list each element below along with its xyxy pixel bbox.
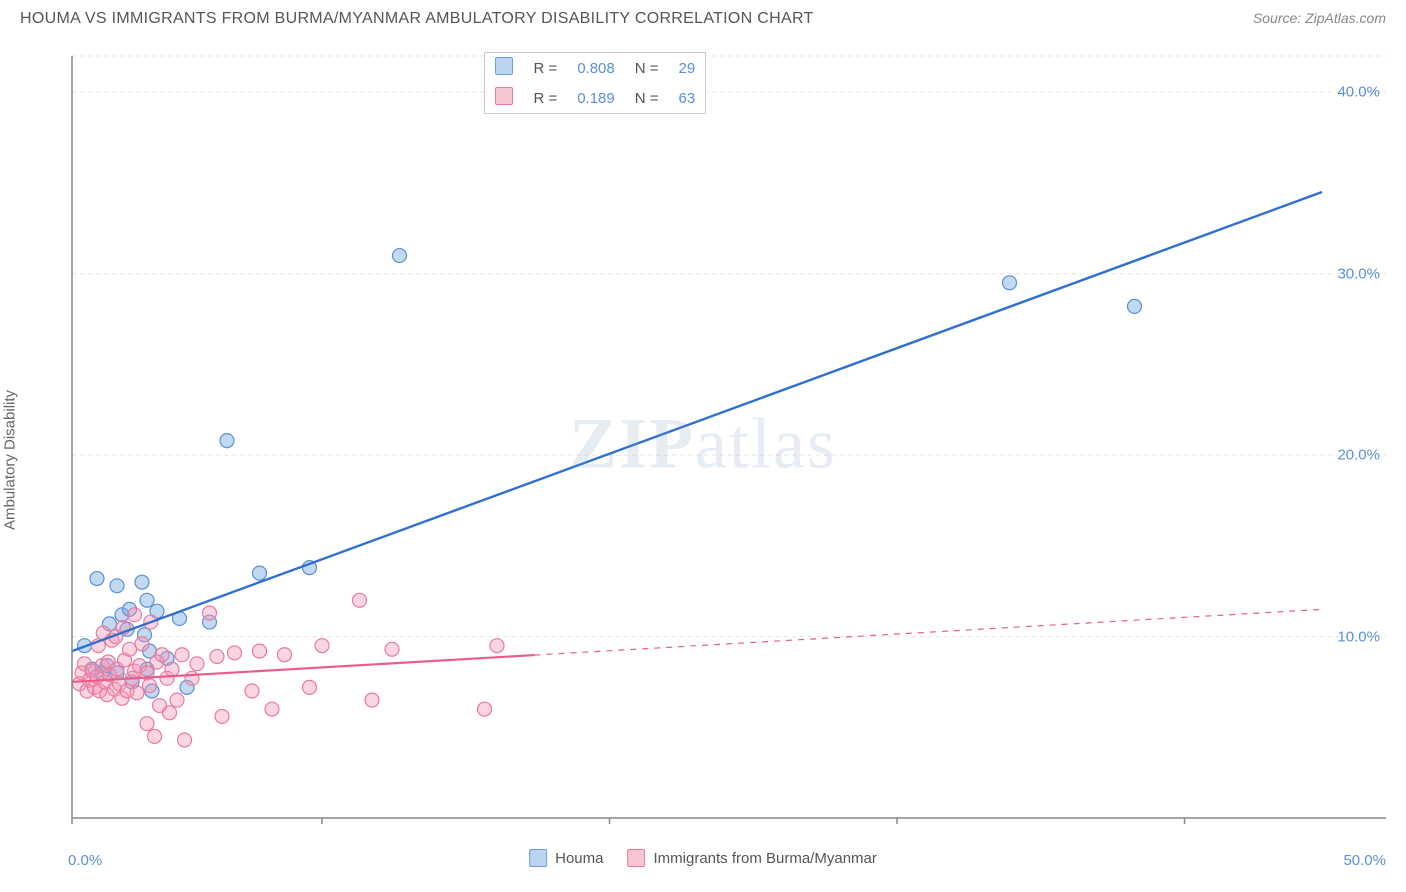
scatter-point	[220, 434, 234, 448]
bottom-area: 0.0% HoumaImmigrants from Burma/Myanmar …	[20, 826, 1386, 872]
scatter-point	[185, 671, 199, 685]
source-prefix: Source:	[1253, 10, 1301, 26]
source-link[interactable]: ZipAtlas.com	[1305, 10, 1386, 26]
stats-row: R =0.808N =29	[485, 53, 705, 83]
scatter-point	[203, 606, 217, 620]
scatter-point	[245, 684, 259, 698]
scatter-point	[393, 249, 407, 263]
scatter-point	[175, 648, 189, 662]
chart-source: Source: ZipAtlas.com	[1253, 10, 1386, 26]
scatter-point	[315, 639, 329, 653]
legend-swatch	[529, 849, 547, 867]
scatter-point	[165, 662, 179, 676]
scatter-point	[265, 702, 279, 716]
scatter-point	[1128, 299, 1142, 313]
scatter-point	[210, 650, 224, 664]
chart-title: HOUMA VS IMMIGRANTS FROM BURMA/MYANMAR A…	[20, 10, 814, 28]
legend-item: Houma	[529, 849, 603, 867]
stats-n-value: 63	[669, 83, 706, 113]
scatter-point	[353, 593, 367, 607]
scatter-point	[140, 717, 154, 731]
scatter-point	[170, 693, 184, 707]
regression-line-extrapolated	[535, 609, 1323, 655]
stats-n-value: 29	[669, 53, 706, 83]
y-tick-label: 20.0%	[1337, 447, 1380, 464]
stats-r-label: R =	[523, 53, 567, 83]
stats-r-value: 0.808	[567, 53, 625, 83]
scatter-point	[478, 702, 492, 716]
scatter-point	[155, 648, 169, 662]
y-tick-label: 10.0%	[1337, 628, 1380, 645]
scatter-point	[253, 566, 267, 580]
scatter-point	[253, 644, 267, 658]
scatter-point	[90, 572, 104, 586]
stats-row: R =0.189N =63	[485, 83, 705, 113]
scatter-point	[385, 642, 399, 656]
scatter-point	[228, 646, 242, 660]
scatter-point	[110, 579, 124, 593]
legend-label: Immigrants from Burma/Myanmar	[653, 850, 876, 867]
scatter-point	[123, 642, 137, 656]
scatter-point	[135, 575, 149, 589]
legend-item: Immigrants from Burma/Myanmar	[627, 849, 876, 867]
stats-r-label: R =	[523, 83, 567, 113]
x-axis-max-label: 50.0%	[1343, 852, 1386, 869]
scatter-point	[143, 679, 157, 693]
scatter-point	[1003, 276, 1017, 290]
y-axis-label: Ambulatory Disability	[2, 390, 19, 530]
y-tick-label: 30.0%	[1337, 265, 1380, 282]
stats-legend-box: R =0.808N =29R =0.189N =63	[484, 52, 706, 114]
chart-container: Ambulatory Disability ZIPatlas 10.0%20.0…	[20, 48, 1386, 872]
scatter-point	[303, 680, 317, 694]
series-swatch	[495, 87, 513, 105]
scatter-point	[278, 648, 292, 662]
series-legend: Houma Immigrants from Burma/Myanmar	[529, 849, 877, 867]
legend-swatch	[627, 849, 645, 867]
stats-n-label: N =	[625, 53, 669, 83]
scatter-point	[135, 637, 149, 651]
scatter-point	[148, 729, 162, 743]
scatter-point	[190, 657, 204, 671]
scatter-point	[140, 593, 154, 607]
scatter-plot	[68, 48, 1386, 826]
scatter-point	[178, 733, 192, 747]
stats-n-label: N =	[625, 83, 669, 113]
scatter-point	[215, 709, 229, 723]
series-swatch	[495, 57, 513, 75]
y-tick-label: 40.0%	[1337, 84, 1380, 101]
scatter-point	[163, 706, 177, 720]
regression-line	[72, 192, 1322, 651]
scatter-point	[128, 608, 142, 622]
stats-r-value: 0.189	[567, 83, 625, 113]
x-axis-min-label: 0.0%	[68, 852, 102, 869]
scatter-point	[130, 686, 144, 700]
legend-label: Houma	[555, 850, 603, 867]
scatter-point	[365, 693, 379, 707]
scatter-point	[490, 639, 504, 653]
